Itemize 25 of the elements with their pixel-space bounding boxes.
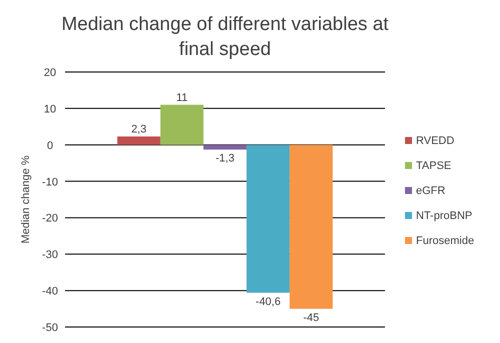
legend-label: eGFR	[416, 185, 446, 197]
y-tick-label: 10	[44, 103, 56, 116]
legend-label: Furosemide	[416, 235, 474, 247]
legend-label: TAPSE	[416, 160, 452, 172]
y-tick-label: -40	[42, 286, 58, 298]
y-tick-label: -10	[42, 176, 58, 188]
y-tick-label: 20	[44, 67, 56, 79]
y-tick-label: 0	[46, 140, 54, 152]
chart-title: Median change of different variables at final speed	[61, 14, 390, 60]
bar	[203, 144, 247, 150]
bar	[246, 144, 290, 293]
legend-label: RVEDD	[416, 135, 454, 147]
y-tick-label: -30	[42, 249, 58, 262]
legend-label: NT-proBNP	[416, 210, 472, 222]
data-label: 11	[176, 92, 188, 104]
bar	[160, 104, 204, 145]
y-tick-label: -20	[42, 212, 58, 225]
bar	[290, 144, 333, 309]
bar	[117, 136, 160, 145]
data-label: -45	[303, 312, 320, 324]
y-axis-title: Median change %	[20, 155, 32, 244]
data-label: 2,3	[131, 123, 146, 136]
data-label: -40,6	[256, 296, 281, 308]
y-tick-label: -50	[42, 322, 58, 334]
data-label: -1,3	[216, 152, 234, 165]
